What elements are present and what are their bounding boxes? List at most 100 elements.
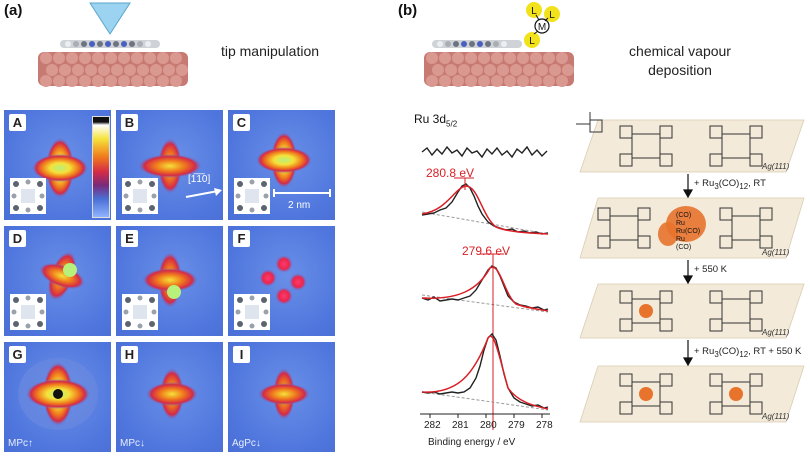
x-tick-label: 281 [452,420,469,431]
panel-b-tag: (b) [398,2,418,19]
stm-tile-e: E [116,226,223,336]
molecule-icon [60,40,160,48]
substrate-icon [38,52,188,87]
complex-center-label: M [538,22,546,33]
tip-manipulation-caption: tip manipulation [220,43,320,59]
molecule-blob-icon [39,251,85,301]
scale-label: 2 nm [288,200,311,211]
spectrum-title: Ru 3d5/2 [414,112,457,128]
molecule-model-inset-icon [234,178,270,214]
ru-cluster-label: Ru [676,236,685,243]
molecule-blob-icon [259,255,307,305]
molecule-blob-icon [258,368,310,420]
ru-cluster-labels: (CO) Ru Ru(CO) Ru (CO) [676,212,700,252]
tile-label: AgPc↓ [232,438,261,449]
tile-letter: G [9,346,26,363]
stm-tile-a: A [4,110,111,220]
molecule-blob-icon [146,368,198,420]
tile-letter: I [233,346,250,363]
stm-tile-b: B [1̅1̅0] [116,110,223,220]
step-sub: 3 [714,181,719,191]
scheme-step-1: + Ru3(CO)12, RT [694,178,766,191]
step-text: (CO) [718,178,740,189]
spectrum-trace-3 [421,265,549,311]
ru-cluster-label: (CO) [676,244,692,251]
step-text: , RT [748,178,766,189]
surface-label: Ag(111) [762,162,790,171]
color-scale-bar [92,116,110,218]
molecule-blob-icon [256,132,312,188]
molecule-blob-icon [142,252,198,308]
ligand-label: L [531,6,537,17]
tile-letter: C [233,114,250,131]
panel-a-tag: (a) [4,2,23,19]
molecule-model-inset-icon [10,294,46,330]
stm-tile-g: G MPc↑ [4,342,111,452]
stm-image-grid: A B [1̅1̅0] [4,110,335,452]
x-tick-label: 278 [536,420,553,431]
step-sub: 12 [739,349,749,359]
step-text: + Ru [694,346,715,357]
molecule-blob-icon [32,138,88,198]
molecule-model-inset-icon [234,294,270,330]
tile-letter: A [9,114,26,131]
spectrum-trace-1 [421,145,548,159]
metal-complex-icon [524,2,560,48]
molecule-model-inset-icon [122,178,158,214]
ru-cluster-label: (CO) [676,212,692,219]
ru-center-icon [729,387,743,401]
step-text: + Ru [694,178,715,189]
fit-curve-3 [421,266,549,312]
direction-arrow-icon [185,188,222,198]
step-text: , RT + 550 K [748,346,802,357]
ligand-label: L [529,36,535,47]
cvd-caption: chemical vapour deposition [610,42,750,80]
ligand-label: L [549,10,555,21]
background-line [421,211,549,235]
x-tick-label: 282 [424,420,441,431]
x-axis-label: Binding energy / eV [428,437,516,448]
step-arrow-icon [682,174,694,367]
molecule-model-inset-icon [10,178,46,214]
step-text: (CO) [718,346,740,357]
peak-label-2: 279.6 eV [462,244,511,258]
stm-tile-i: I AgPc↓ [228,342,335,452]
direction-label: [1̅1̅0] [188,174,211,185]
tile-letter: H [121,346,138,363]
spectrum-title-sub: 5/2 [446,119,458,129]
tile-label: MPc↑ [8,438,33,449]
tile-letter: F [233,230,250,247]
step-sub: 12 [739,181,749,191]
stm-tip-icon [89,2,131,35]
fit-curve-2 [421,185,549,235]
x-tick-label: 279 [508,420,525,431]
ru-center-icon [639,304,653,318]
stm-tile-d: D [4,226,111,336]
stm-tile-f: F [228,226,335,336]
stm-tile-c: C 2 nm [228,110,335,220]
step-sub: 3 [714,349,719,359]
cvd-caption-line1: chemical vapour [629,43,731,59]
peak-label-1: 280.8 eV [426,166,475,180]
spectrum-trace-2 [421,183,549,235]
background-line [421,391,549,411]
scale-bar-icon [273,189,331,197]
substrate-icon [424,52,574,87]
stm-tile-h: H MPc↓ [116,342,223,452]
molecule-model-inset-icon [122,294,158,330]
surface-label: Ag(111) [762,412,790,421]
cvd-illustration: M L L L [424,2,574,87]
tile-letter: D [9,230,26,247]
ru-center-icon [639,387,653,401]
scheme-step-3: + Ru3(CO)12, RT + 550 K [694,346,801,359]
tip-manipulation-illustration [38,2,188,87]
molecule-blob-icon [138,138,202,194]
tile-label: MPc↓ [120,438,145,449]
scheme-step-2: + 550 K [694,264,728,275]
tile-letter: B [121,114,138,131]
tile-letter: E [121,230,138,247]
ru-cluster-label: Ru [676,220,685,227]
ru-cluster-label: Ru(CO) [676,228,701,235]
fit-curve-4 [421,335,549,410]
reaction-scheme [576,112,805,423]
